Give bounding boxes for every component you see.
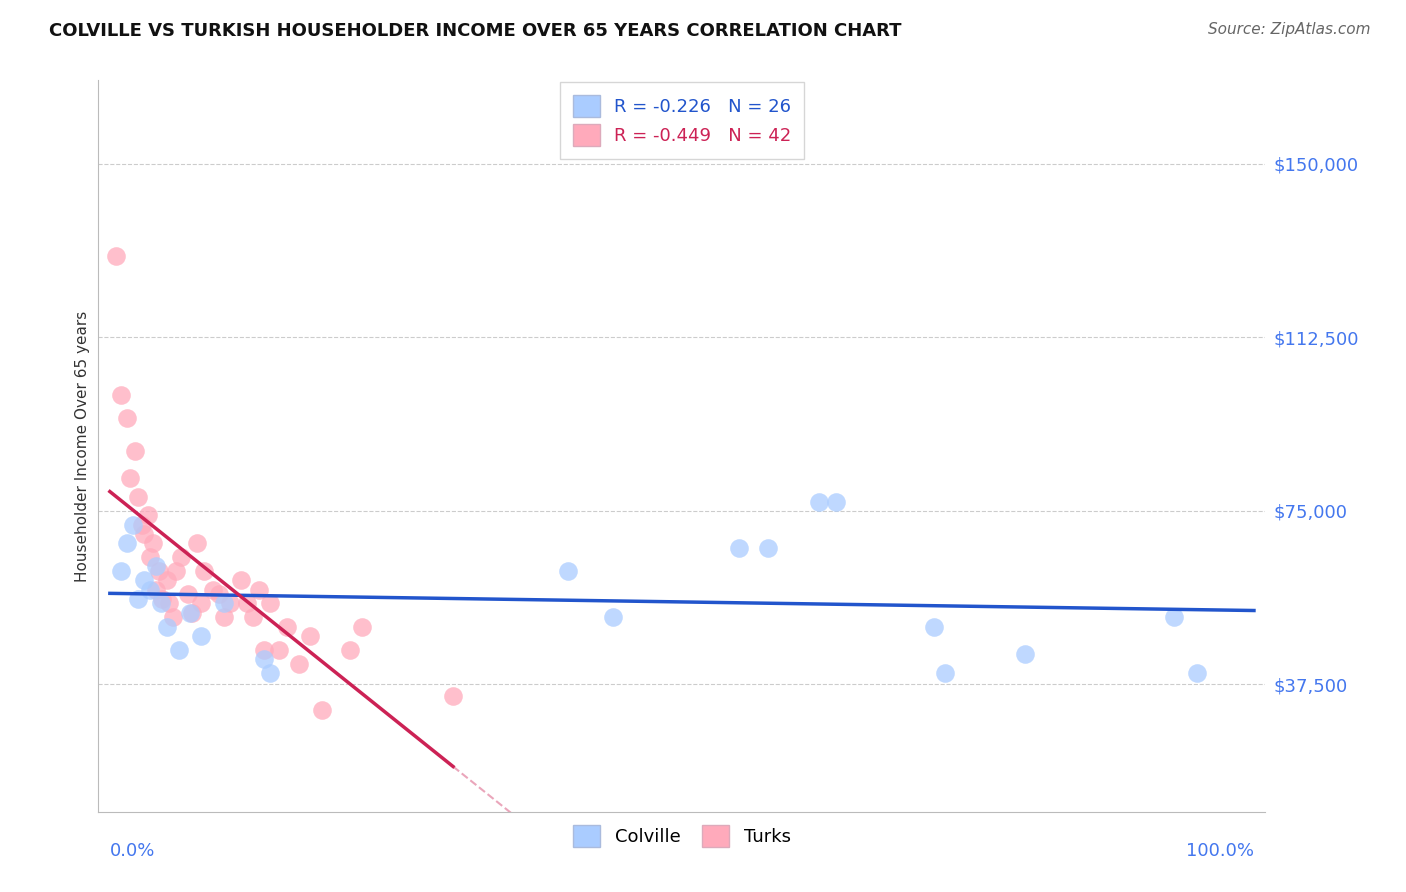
Point — [115, 411, 138, 425]
Point — [201, 582, 224, 597]
Point — [179, 606, 201, 620]
Point — [557, 564, 579, 578]
Point — [311, 703, 333, 717]
Point — [152, 591, 174, 606]
Point — [1014, 648, 1036, 662]
Point — [1185, 665, 1208, 680]
Point — [808, 494, 831, 508]
Point — [181, 606, 204, 620]
Point — [136, 508, 159, 523]
Point — [127, 490, 149, 504]
Point — [124, 443, 146, 458]
Point — [156, 619, 179, 633]
Point — [150, 596, 173, 610]
Text: COLVILLE VS TURKISH HOUSEHOLDER INCOME OVER 65 YEARS CORRELATION CHART: COLVILLE VS TURKISH HOUSEHOLDER INCOME O… — [49, 22, 901, 40]
Point — [139, 550, 162, 565]
Point — [236, 596, 259, 610]
Text: 100.0%: 100.0% — [1185, 842, 1254, 860]
Point — [157, 596, 180, 610]
Point — [115, 536, 138, 550]
Point — [145, 582, 167, 597]
Point — [756, 541, 779, 555]
Point — [825, 494, 848, 508]
Point — [1163, 610, 1185, 624]
Point — [231, 574, 253, 588]
Point — [121, 517, 143, 532]
Point — [134, 574, 156, 588]
Point — [120, 471, 142, 485]
Point — [167, 642, 190, 657]
Point — [602, 610, 624, 624]
Point — [186, 536, 208, 550]
Point — [165, 564, 187, 578]
Point — [350, 619, 373, 633]
Point — [104, 249, 127, 263]
Legend: Colville, Turks: Colville, Turks — [567, 817, 797, 854]
Point — [253, 652, 276, 666]
Point — [110, 388, 132, 402]
Point — [127, 591, 149, 606]
Point — [934, 665, 956, 680]
Point — [276, 619, 298, 633]
Point — [170, 550, 193, 565]
Point — [728, 541, 751, 555]
Point — [253, 642, 276, 657]
Point — [259, 665, 281, 680]
Point — [148, 564, 170, 578]
Point — [247, 582, 270, 597]
Point — [190, 596, 212, 610]
Point — [441, 689, 464, 703]
Text: 0.0%: 0.0% — [110, 842, 155, 860]
Point — [214, 596, 236, 610]
Point — [269, 642, 291, 657]
Point — [131, 517, 153, 532]
Point — [207, 587, 229, 601]
Point — [156, 574, 179, 588]
Point — [219, 596, 242, 610]
Point — [242, 610, 264, 624]
Point — [287, 657, 309, 671]
Text: Source: ZipAtlas.com: Source: ZipAtlas.com — [1208, 22, 1371, 37]
Point — [339, 642, 361, 657]
Point — [110, 564, 132, 578]
Point — [139, 582, 162, 597]
Point — [214, 610, 236, 624]
Point — [162, 610, 184, 624]
Point — [922, 619, 945, 633]
Point — [299, 629, 322, 643]
Point — [142, 536, 165, 550]
Point — [190, 629, 212, 643]
Point — [193, 564, 215, 578]
Y-axis label: Householder Income Over 65 years: Householder Income Over 65 years — [75, 310, 90, 582]
Point — [259, 596, 281, 610]
Point — [176, 587, 198, 601]
Point — [145, 559, 167, 574]
Point — [134, 527, 156, 541]
